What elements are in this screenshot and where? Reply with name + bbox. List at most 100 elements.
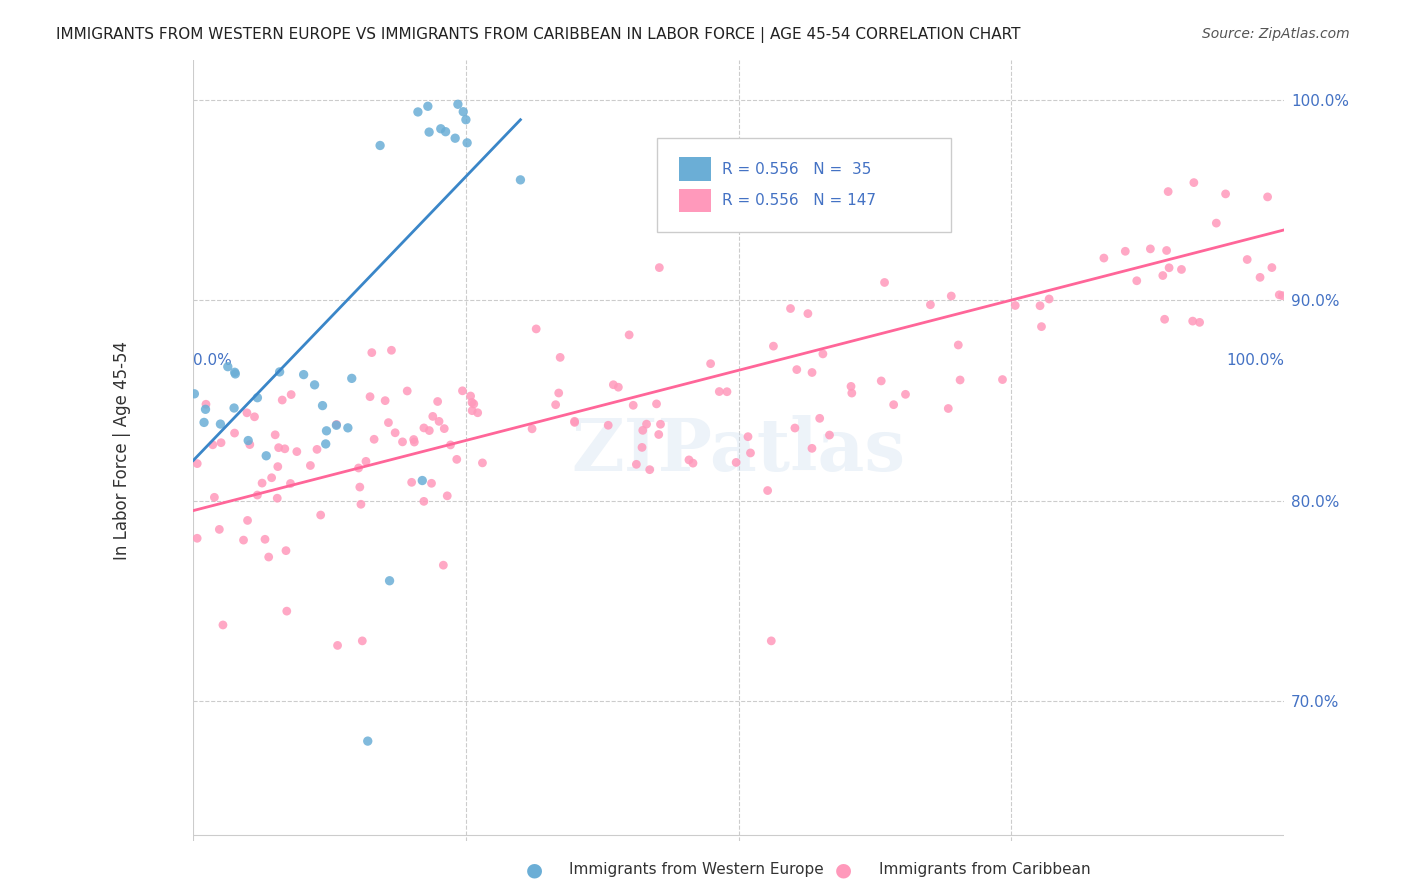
Immigrants from Caribbean: [1249, 270, 1271, 285]
Immigrants from Caribbean: [246, 488, 269, 502]
Immigrants from Caribbean: [401, 475, 423, 490]
Immigrants from Caribbean: [870, 374, 893, 388]
Immigrants from Western Europe: [451, 104, 474, 119]
Immigrants from Caribbean: [1215, 186, 1237, 201]
Immigrants from Caribbean: [598, 418, 620, 433]
Immigrants from Caribbean: [359, 390, 381, 404]
Immigrants from Caribbean: [1188, 315, 1211, 329]
Immigrants from Western Europe: [224, 365, 246, 379]
Immigrants from Caribbean: [432, 558, 454, 573]
Immigrants from Western Europe: [456, 136, 478, 150]
Immigrants from Caribbean: [257, 549, 280, 564]
Immigrants from Caribbean: [1153, 312, 1175, 326]
Immigrants from Western Europe: [411, 474, 433, 488]
Immigrants from Caribbean: [467, 406, 489, 420]
Immigrants from Caribbean: [384, 425, 406, 440]
Bar: [679, 188, 711, 212]
Immigrants from Caribbean: [276, 604, 298, 618]
Immigrants from Caribbean: [1031, 319, 1053, 334]
Immigrants from Western Europe: [444, 131, 467, 145]
Immigrants from Caribbean: [363, 432, 385, 446]
Immigrants from Caribbean: [894, 387, 917, 401]
Immigrants from Caribbean: [224, 426, 246, 441]
Immigrants from Caribbean: [280, 387, 302, 401]
Immigrants from Caribbean: [436, 489, 458, 503]
Immigrants from Caribbean: [699, 357, 721, 371]
Immigrants from Caribbean: [839, 379, 862, 393]
Immigrants from Caribbean: [1114, 244, 1136, 259]
Immigrants from Caribbean: [463, 397, 485, 411]
Immigrants from Caribbean: [350, 497, 373, 511]
Immigrants from Caribbean: [1126, 274, 1149, 288]
Immigrants from Western Europe: [378, 574, 401, 588]
Immigrants from Western Europe: [194, 402, 217, 417]
Immigrants from Caribbean: [779, 301, 801, 316]
Text: Immigrants from Caribbean: Immigrants from Caribbean: [879, 863, 1091, 877]
Immigrants from Caribbean: [347, 461, 370, 475]
Immigrants from Western Europe: [246, 391, 269, 405]
Immigrants from Caribbean: [617, 327, 640, 342]
Immigrants from Caribbean: [631, 441, 654, 455]
Text: 100.0%: 100.0%: [1226, 352, 1284, 368]
Immigrants from Western Europe: [416, 99, 439, 113]
Immigrants from Caribbean: [1139, 242, 1161, 256]
Immigrants from Caribbean: [1152, 268, 1174, 283]
Immigrants from Caribbean: [811, 347, 834, 361]
Immigrants from Caribbean: [352, 633, 374, 648]
Immigrants from Caribbean: [460, 389, 482, 403]
Immigrants from Caribbean: [648, 427, 671, 442]
Immigrants from Caribbean: [1029, 299, 1052, 313]
Immigrants from Western Europe: [430, 121, 453, 136]
Immigrants from Caribbean: [991, 373, 1014, 387]
Immigrants from Caribbean: [264, 427, 287, 442]
Immigrants from Caribbean: [391, 434, 413, 449]
Immigrants from Caribbean: [260, 471, 283, 485]
Immigrants from Caribbean: [426, 394, 449, 409]
Immigrants from Caribbean: [725, 455, 748, 469]
Immigrants from Western Europe: [325, 418, 347, 433]
Immigrants from Caribbean: [325, 417, 347, 432]
Immigrants from Caribbean: [818, 428, 841, 442]
Immigrants from Caribbean: [439, 438, 461, 452]
Immigrants from Caribbean: [920, 298, 942, 312]
Immigrants from Caribbean: [232, 533, 254, 547]
Immigrants from Caribbean: [186, 457, 208, 471]
Immigrants from Caribbean: [636, 417, 658, 432]
Immigrants from Caribbean: [1004, 298, 1026, 312]
Immigrants from Caribbean: [756, 483, 779, 498]
Bar: [679, 157, 711, 181]
Text: 0.0%: 0.0%: [193, 352, 232, 368]
Immigrants from Western Europe: [340, 371, 363, 385]
Immigrants from Caribbean: [418, 424, 440, 438]
Immigrants from Caribbean: [243, 409, 266, 424]
Text: Immigrants from Western Europe: Immigrants from Western Europe: [569, 863, 824, 877]
Immigrants from Caribbean: [274, 442, 297, 456]
Immigrants from Caribbean: [797, 307, 820, 321]
Immigrants from Caribbean: [201, 438, 224, 452]
Immigrants from Caribbean: [305, 442, 328, 457]
Immigrants from Western Europe: [304, 377, 326, 392]
Immigrants from Caribbean: [360, 345, 382, 359]
Immigrants from Caribbean: [285, 444, 308, 458]
Immigrants from Western Europe: [209, 417, 232, 431]
Immigrants from Caribbean: [621, 398, 644, 412]
Immigrants from Caribbean: [716, 384, 738, 399]
Immigrants from Caribbean: [208, 522, 231, 536]
Immigrants from Caribbean: [1236, 252, 1258, 267]
Immigrants from Caribbean: [326, 639, 349, 653]
Immigrants from Caribbean: [299, 458, 322, 473]
Text: ZIPatlas: ZIPatlas: [571, 415, 905, 486]
Immigrants from Caribbean: [650, 417, 672, 432]
Text: R = 0.556   N = 147: R = 0.556 N = 147: [723, 193, 876, 208]
Immigrants from Caribbean: [949, 373, 972, 387]
Immigrants from Western Europe: [406, 104, 429, 119]
Immigrants from Western Europe: [454, 112, 477, 127]
Immigrants from Western Europe: [447, 97, 470, 112]
Text: Source: ZipAtlas.com: Source: ZipAtlas.com: [1202, 27, 1350, 41]
Immigrants from Caribbean: [422, 409, 444, 424]
Immigrants from Caribbean: [678, 453, 700, 467]
Immigrants from Caribbean: [396, 384, 419, 398]
Immigrants from Caribbean: [1038, 292, 1060, 306]
Immigrants from Caribbean: [1205, 216, 1227, 230]
Immigrants from Caribbean: [709, 384, 731, 399]
